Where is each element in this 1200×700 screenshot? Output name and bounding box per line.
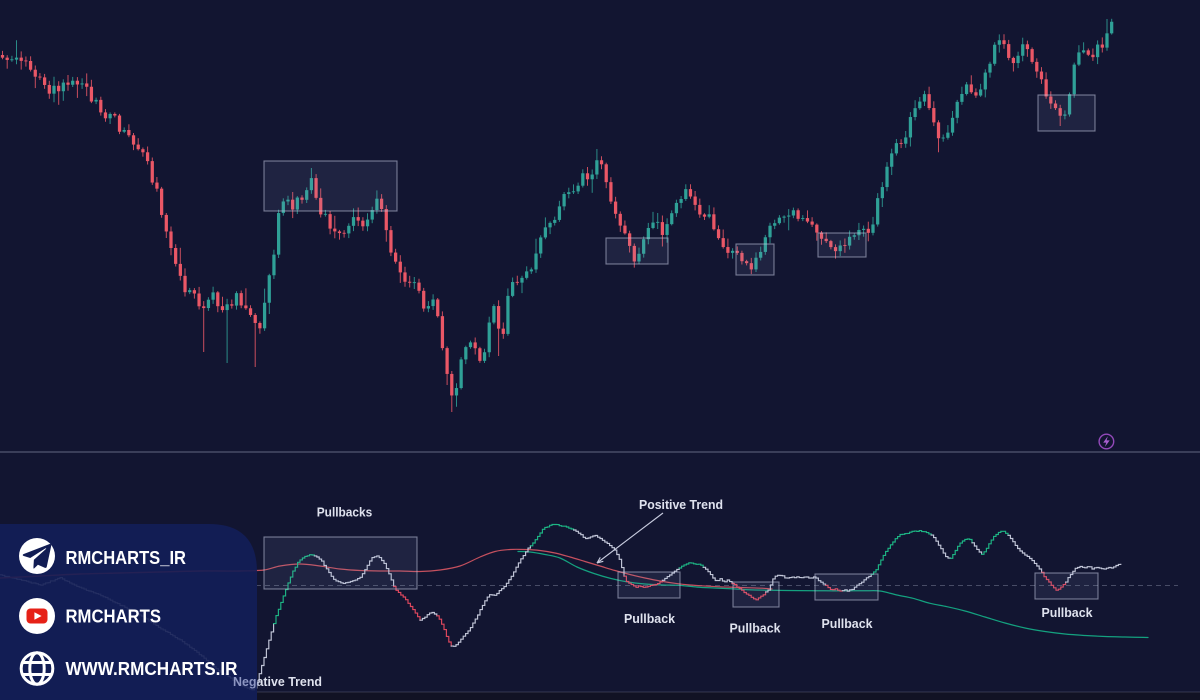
- svg-text:Pullback: Pullback: [730, 621, 782, 636]
- svg-text:WWW.RMCHARTS.IR: WWW.RMCHARTS.IR: [66, 658, 239, 679]
- svg-text:Pullback: Pullback: [822, 616, 874, 631]
- svg-text:RMCHARTS_IR: RMCHARTS_IR: [66, 547, 187, 568]
- svg-text:Positive Trend: Positive Trend: [639, 497, 723, 512]
- svg-text:Negative Trend: Negative Trend: [233, 674, 322, 689]
- svg-text:Pullback: Pullback: [1042, 605, 1094, 620]
- svg-text:Pullbacks: Pullbacks: [317, 505, 373, 520]
- svg-text:Pullback: Pullback: [624, 611, 676, 626]
- svg-text:RMCHARTS: RMCHARTS: [66, 606, 162, 627]
